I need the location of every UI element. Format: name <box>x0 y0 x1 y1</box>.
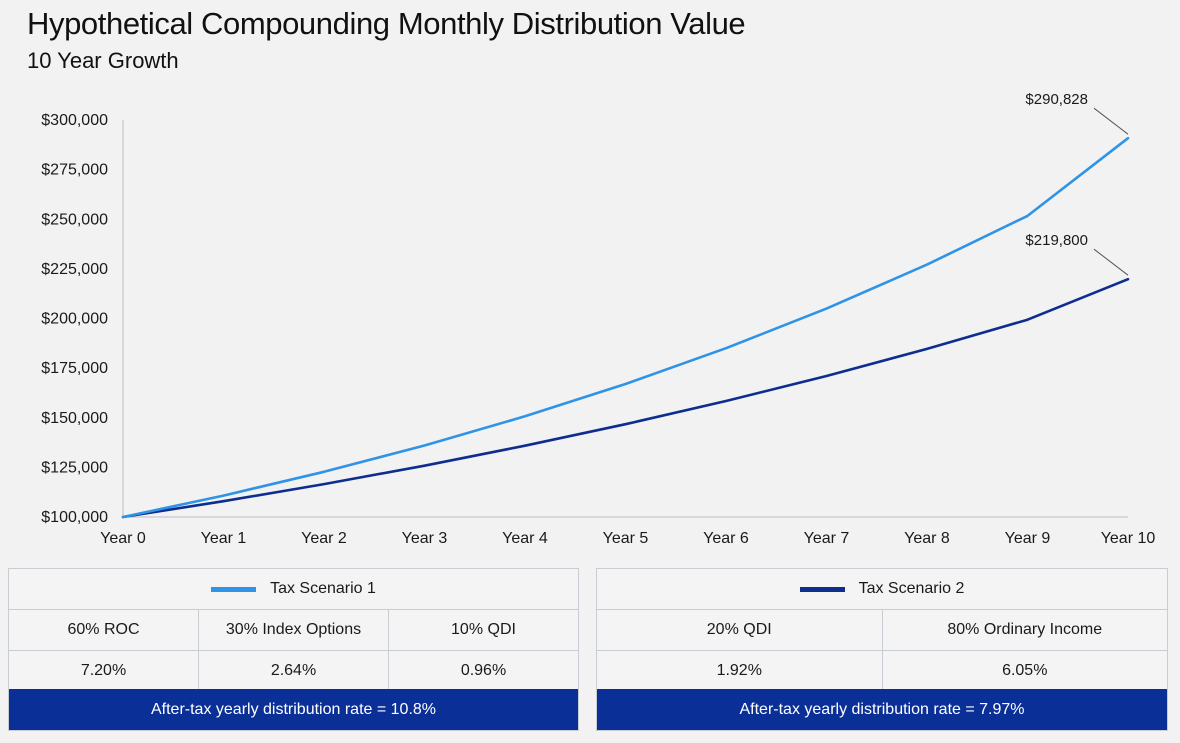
end-value-label: $219,800 <box>1025 232 1088 249</box>
y-tick-label: $275,000 <box>41 162 108 179</box>
header-cell: 30% Index Options <box>199 610 389 650</box>
y-tick-label: $125,000 <box>41 459 108 476</box>
legend-label-scenario-2: Tax Scenario 2 <box>858 580 965 597</box>
series-line-scenario-1 <box>121 136 1130 519</box>
x-tick-label: Year 5 <box>603 530 649 547</box>
y-tick-label: $300,000 <box>41 112 108 129</box>
value-cell: 1.92% <box>597 651 883 691</box>
x-tick-label: Year 10 <box>1101 530 1156 547</box>
value-cell: 0.96% <box>460 662 507 679</box>
value-cell: 2.64% <box>199 651 389 691</box>
y-tick-label: $225,000 <box>41 261 108 278</box>
scenario-1-header-row: 60% ROC 30% Index Options 10% QDI <box>9 610 578 651</box>
value-cell: 6.05% <box>1002 662 1048 679</box>
y-tick-label: $250,000 <box>41 211 108 228</box>
legend-swatch-scenario-1 <box>211 586 257 592</box>
scenario-2-header-row: 20% QDI 80% Ordinary Income <box>597 610 1167 651</box>
series-line-scenario-2 <box>121 277 1130 519</box>
x-tick-label: Year 1 <box>201 530 247 547</box>
y-tick-label: $200,000 <box>41 311 108 328</box>
header-cell: 80% Ordinary Income <box>947 621 1103 638</box>
scenario-1-panel: Tax Scenario 1 60% ROC 30% Index Options… <box>8 568 579 731</box>
y-tick-label: $175,000 <box>41 360 108 377</box>
legend-swatch-scenario-2 <box>799 586 845 592</box>
scenario-2-panel: Tax Scenario 2 20% QDI 80% Ordinary Inco… <box>596 568 1168 731</box>
y-tick-label: $100,000 <box>41 509 108 526</box>
x-tick-label: Year 4 <box>502 530 548 547</box>
annotation-leader-line <box>1093 107 1129 135</box>
value-cell: 7.20% <box>9 651 199 691</box>
x-tick-label: Year 8 <box>904 530 950 547</box>
scenario-2-footer: After-tax yearly distribution rate = 7.9… <box>597 689 1167 730</box>
header-cell: 60% ROC <box>9 610 199 650</box>
x-tick-label: Year 9 <box>1005 530 1051 547</box>
chart-title: Hypothetical Compounding Monthly Distrib… <box>27 6 746 41</box>
scenario-1-value-row: 7.20% 2.64% 0.96% <box>9 651 578 691</box>
legend-label-scenario-1: Tax Scenario 1 <box>270 580 376 597</box>
header-cell: 20% QDI <box>597 610 883 650</box>
y-tick-label: $150,000 <box>41 410 108 427</box>
x-tick-label: Year 3 <box>402 530 448 547</box>
annotation-leader-line <box>1093 248 1129 276</box>
x-tick-label: Year 0 <box>100 530 146 547</box>
scenario-2-value-row: 1.92% 6.05% <box>597 651 1167 691</box>
legend-scenario-2: Tax Scenario 2 <box>597 569 1167 610</box>
scenario-1-footer: After-tax yearly distribution rate = 10.… <box>9 689 578 730</box>
legend-scenario-1: Tax Scenario 1 <box>9 569 578 610</box>
x-tick-label: Year 7 <box>804 530 850 547</box>
x-tick-label: Year 2 <box>301 530 347 547</box>
x-tick-label: Year 6 <box>703 530 749 547</box>
chart-subtitle: 10 Year Growth <box>27 48 179 73</box>
line-chart: $100,000 $125,000 $150,000 $175,000 $200,000… <box>41 91 1156 547</box>
end-value-label: $290,828 <box>1025 91 1088 108</box>
header-cell: 10% QDI <box>451 621 516 638</box>
